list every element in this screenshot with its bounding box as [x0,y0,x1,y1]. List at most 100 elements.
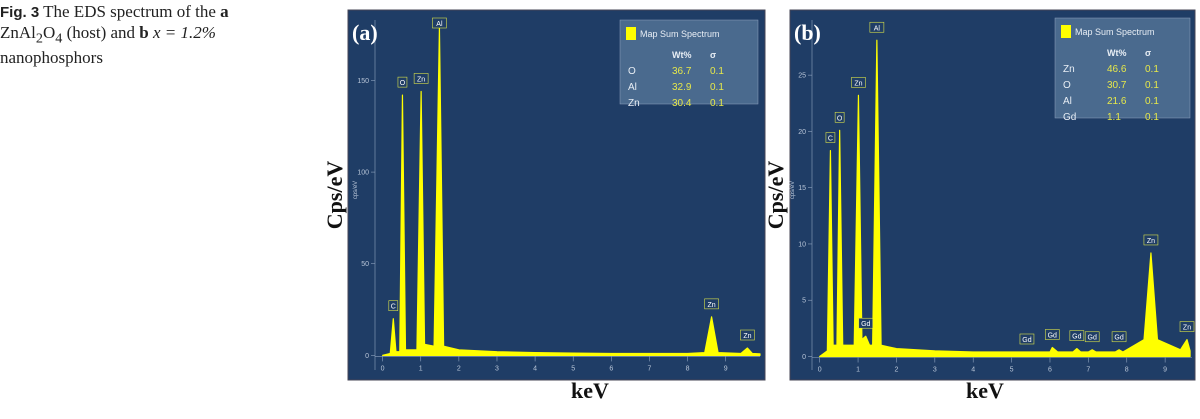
peak-label: Zn [1147,238,1155,245]
peak-label-box [825,132,836,143]
y-tick-label: 10 [798,241,806,248]
panel-label: (b) [794,20,821,45]
table-header: Wt% [1107,48,1127,58]
caption-text: The EDS spectrum of the [43,2,216,21]
table-cell: 30.4 [672,98,692,109]
x-tick-label: 4 [971,366,975,373]
x-axis-label: keV [966,378,1004,403]
peak-label-box [704,298,719,310]
table-cell: 30.7 [1107,80,1127,91]
table-cell: 32.9 [672,82,692,93]
peak-label: O [400,80,406,87]
peak-label: Al [436,21,443,28]
y-tick-label: 25 [798,73,806,80]
caption-text: a [220,2,229,21]
legend-label: Map Sum Spectrum [640,29,720,39]
peak-label-box [1069,330,1085,341]
x-tick-label: 0 [381,365,385,372]
peak-label: C [828,136,833,143]
table-cell: 0.1 [1145,80,1159,91]
table-header: Wt% [672,50,692,60]
spectrum [819,39,1191,358]
y-tick-label: 20 [798,129,806,136]
table-cell: 0.1 [1145,96,1159,107]
x-tick-label: 2 [894,366,898,373]
table-cell: 0.1 [710,98,724,109]
inner-y-label: cps/eV [790,181,796,199]
caption-label: Fig. 3 [0,4,40,21]
table-cell: O [1063,80,1071,91]
peak-label-box [851,77,866,88]
legend-swatch [1061,25,1071,38]
table-header: σ [1145,48,1151,58]
inset [619,19,759,105]
peak-label: Zn [743,333,751,340]
y-tick-label: 50 [361,261,369,268]
table-cell: Al [1063,96,1072,107]
table-cell: 0.1 [1145,64,1159,75]
peak-label-box [1084,331,1100,343]
x-tick-label: 5 [1010,366,1014,373]
peak-label-box [740,329,755,341]
peak-label: Zn [854,80,862,87]
y-tick-label: 0 [365,353,369,360]
inset [1054,17,1191,119]
caption-text: (host) and [66,23,136,42]
caption-text: O [42,23,56,42]
x-tick-label: 2 [457,365,461,372]
peak-label-box [1019,333,1035,345]
peak-label: O [837,115,843,122]
x-tick-label: 8 [1125,366,1129,373]
spectrum [382,26,761,356]
peak-label-box [413,73,429,84]
x-tick-label: 8 [686,365,690,372]
legend-swatch [626,27,636,40]
caption-text: nanophosphors [0,48,103,68]
table-cell: 36.7 [672,66,692,77]
legend-label: Map Sum Spectrum [1075,27,1155,37]
x-tick-label: 5 [571,365,575,372]
peak-label: C [391,304,396,311]
peak-label-box [1143,234,1159,246]
peak-label-box [1111,331,1127,343]
x-tick-label: 7 [1086,366,1090,373]
panel-label: (a) [352,20,378,45]
x-tick-label: 3 [495,365,499,372]
table-cell: 0.1 [710,82,724,93]
table-cell: 0.1 [710,66,724,77]
y-tick-label: 100 [357,170,369,177]
peak-label: Al [874,25,881,32]
peak-label: Gd [1022,337,1031,344]
x-tick-label: 9 [1163,366,1167,373]
x-tick-label: 1 [419,365,423,372]
caption-text: 2 [35,30,43,47]
peak-label-box [858,317,874,329]
x-tick-label: 0 [818,366,822,373]
peak-label-box [432,17,447,29]
x-tick-label: 7 [648,365,652,372]
x-tick-label: 9 [724,365,728,372]
table-cell: Gd [1063,112,1076,123]
table-header: σ [710,50,716,60]
y-tick-label: 0 [802,354,806,361]
peak-label: Gd [1072,334,1081,341]
table-cell: 0.1 [1145,112,1159,123]
y-tick-label: 150 [357,78,369,85]
peak-label-box [1044,329,1060,340]
peak-label-box [834,111,845,123]
table-cell: Al [628,82,637,93]
y-tick-label: 15 [798,185,806,192]
peak-label: Gd [1088,335,1097,342]
y-axis-label: Cps/eV [322,161,347,230]
caption-text: ZnAl [0,23,36,42]
y-axis-label: Cps/eV [763,161,788,230]
table-cell: 46.6 [1107,64,1127,75]
table-cell: Zn [628,98,640,109]
caption: Fig. 3 The EDS spectrum of the a ZnAl2O4… [0,2,290,68]
x-tick-label: 6 [609,365,613,372]
x-tick-label: 1 [856,366,860,373]
peak-label-box [397,76,408,88]
table-cell: 21.6 [1107,96,1127,107]
